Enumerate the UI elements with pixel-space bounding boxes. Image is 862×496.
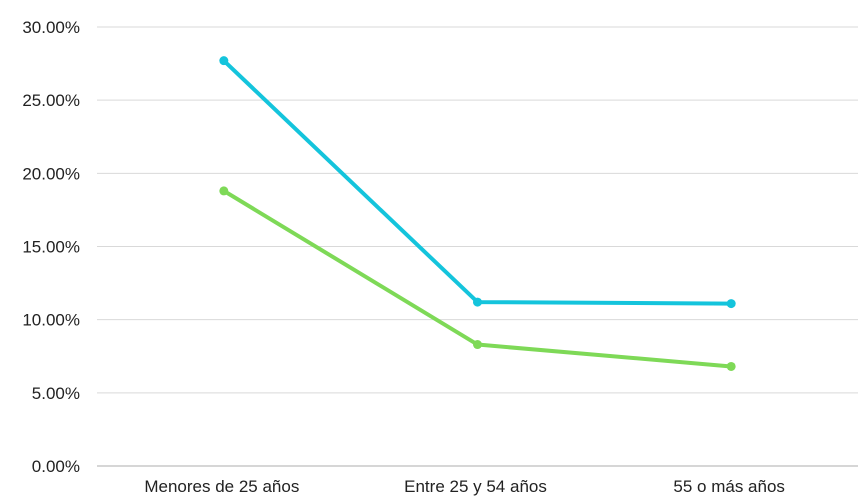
y-tick-label: 5.00% xyxy=(32,384,80,403)
x-axis: Menores de 25 años Entre 25 y 54 años 55 o… xyxy=(97,465,858,496)
y-tick-label: 15.00% xyxy=(22,238,80,257)
gridlines xyxy=(97,26,858,394)
y-tick-label: 25.00% xyxy=(22,91,80,110)
data-point-series-1-1 xyxy=(219,56,229,66)
y-tick-label: 0.00% xyxy=(32,457,80,476)
series-group xyxy=(219,56,736,371)
x-tick-label: 55 o más años xyxy=(673,477,785,496)
data-point-series-2-2 xyxy=(473,340,482,350)
x-tick-label: Entre 25 y 54 años xyxy=(404,477,547,496)
data-point-series-2-3 xyxy=(726,361,736,371)
data-point-series-1-2 xyxy=(473,297,482,307)
data-point-series-1-3 xyxy=(726,299,736,309)
y-tick-label: 30.00% xyxy=(22,18,80,37)
data-point-series-2-1 xyxy=(219,186,229,196)
x-tick-label: Menores de 25 años xyxy=(144,477,299,496)
y-tick-label: 10.00% xyxy=(22,311,80,330)
y-axis-tick-labels: 0.00% 5.00% 10.00% 15.00% 20.00% 25.00% 30.00% xyxy=(22,18,80,476)
series-line-1 xyxy=(221,58,734,306)
y-tick-label: 20.00% xyxy=(22,164,80,183)
